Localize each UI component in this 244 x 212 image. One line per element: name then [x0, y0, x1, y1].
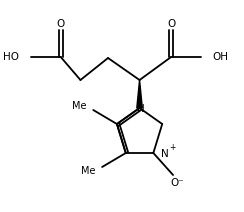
Text: Me: Me — [72, 101, 87, 111]
Text: O: O — [167, 19, 175, 29]
Text: N: N — [161, 149, 169, 159]
Polygon shape — [137, 80, 142, 108]
Text: O⁻: O⁻ — [170, 178, 184, 188]
Text: +: + — [169, 142, 175, 152]
Text: OH: OH — [213, 52, 228, 62]
Text: O: O — [57, 19, 65, 29]
Text: HO: HO — [3, 52, 19, 62]
Text: Me: Me — [81, 166, 96, 176]
Text: N: N — [137, 104, 144, 114]
